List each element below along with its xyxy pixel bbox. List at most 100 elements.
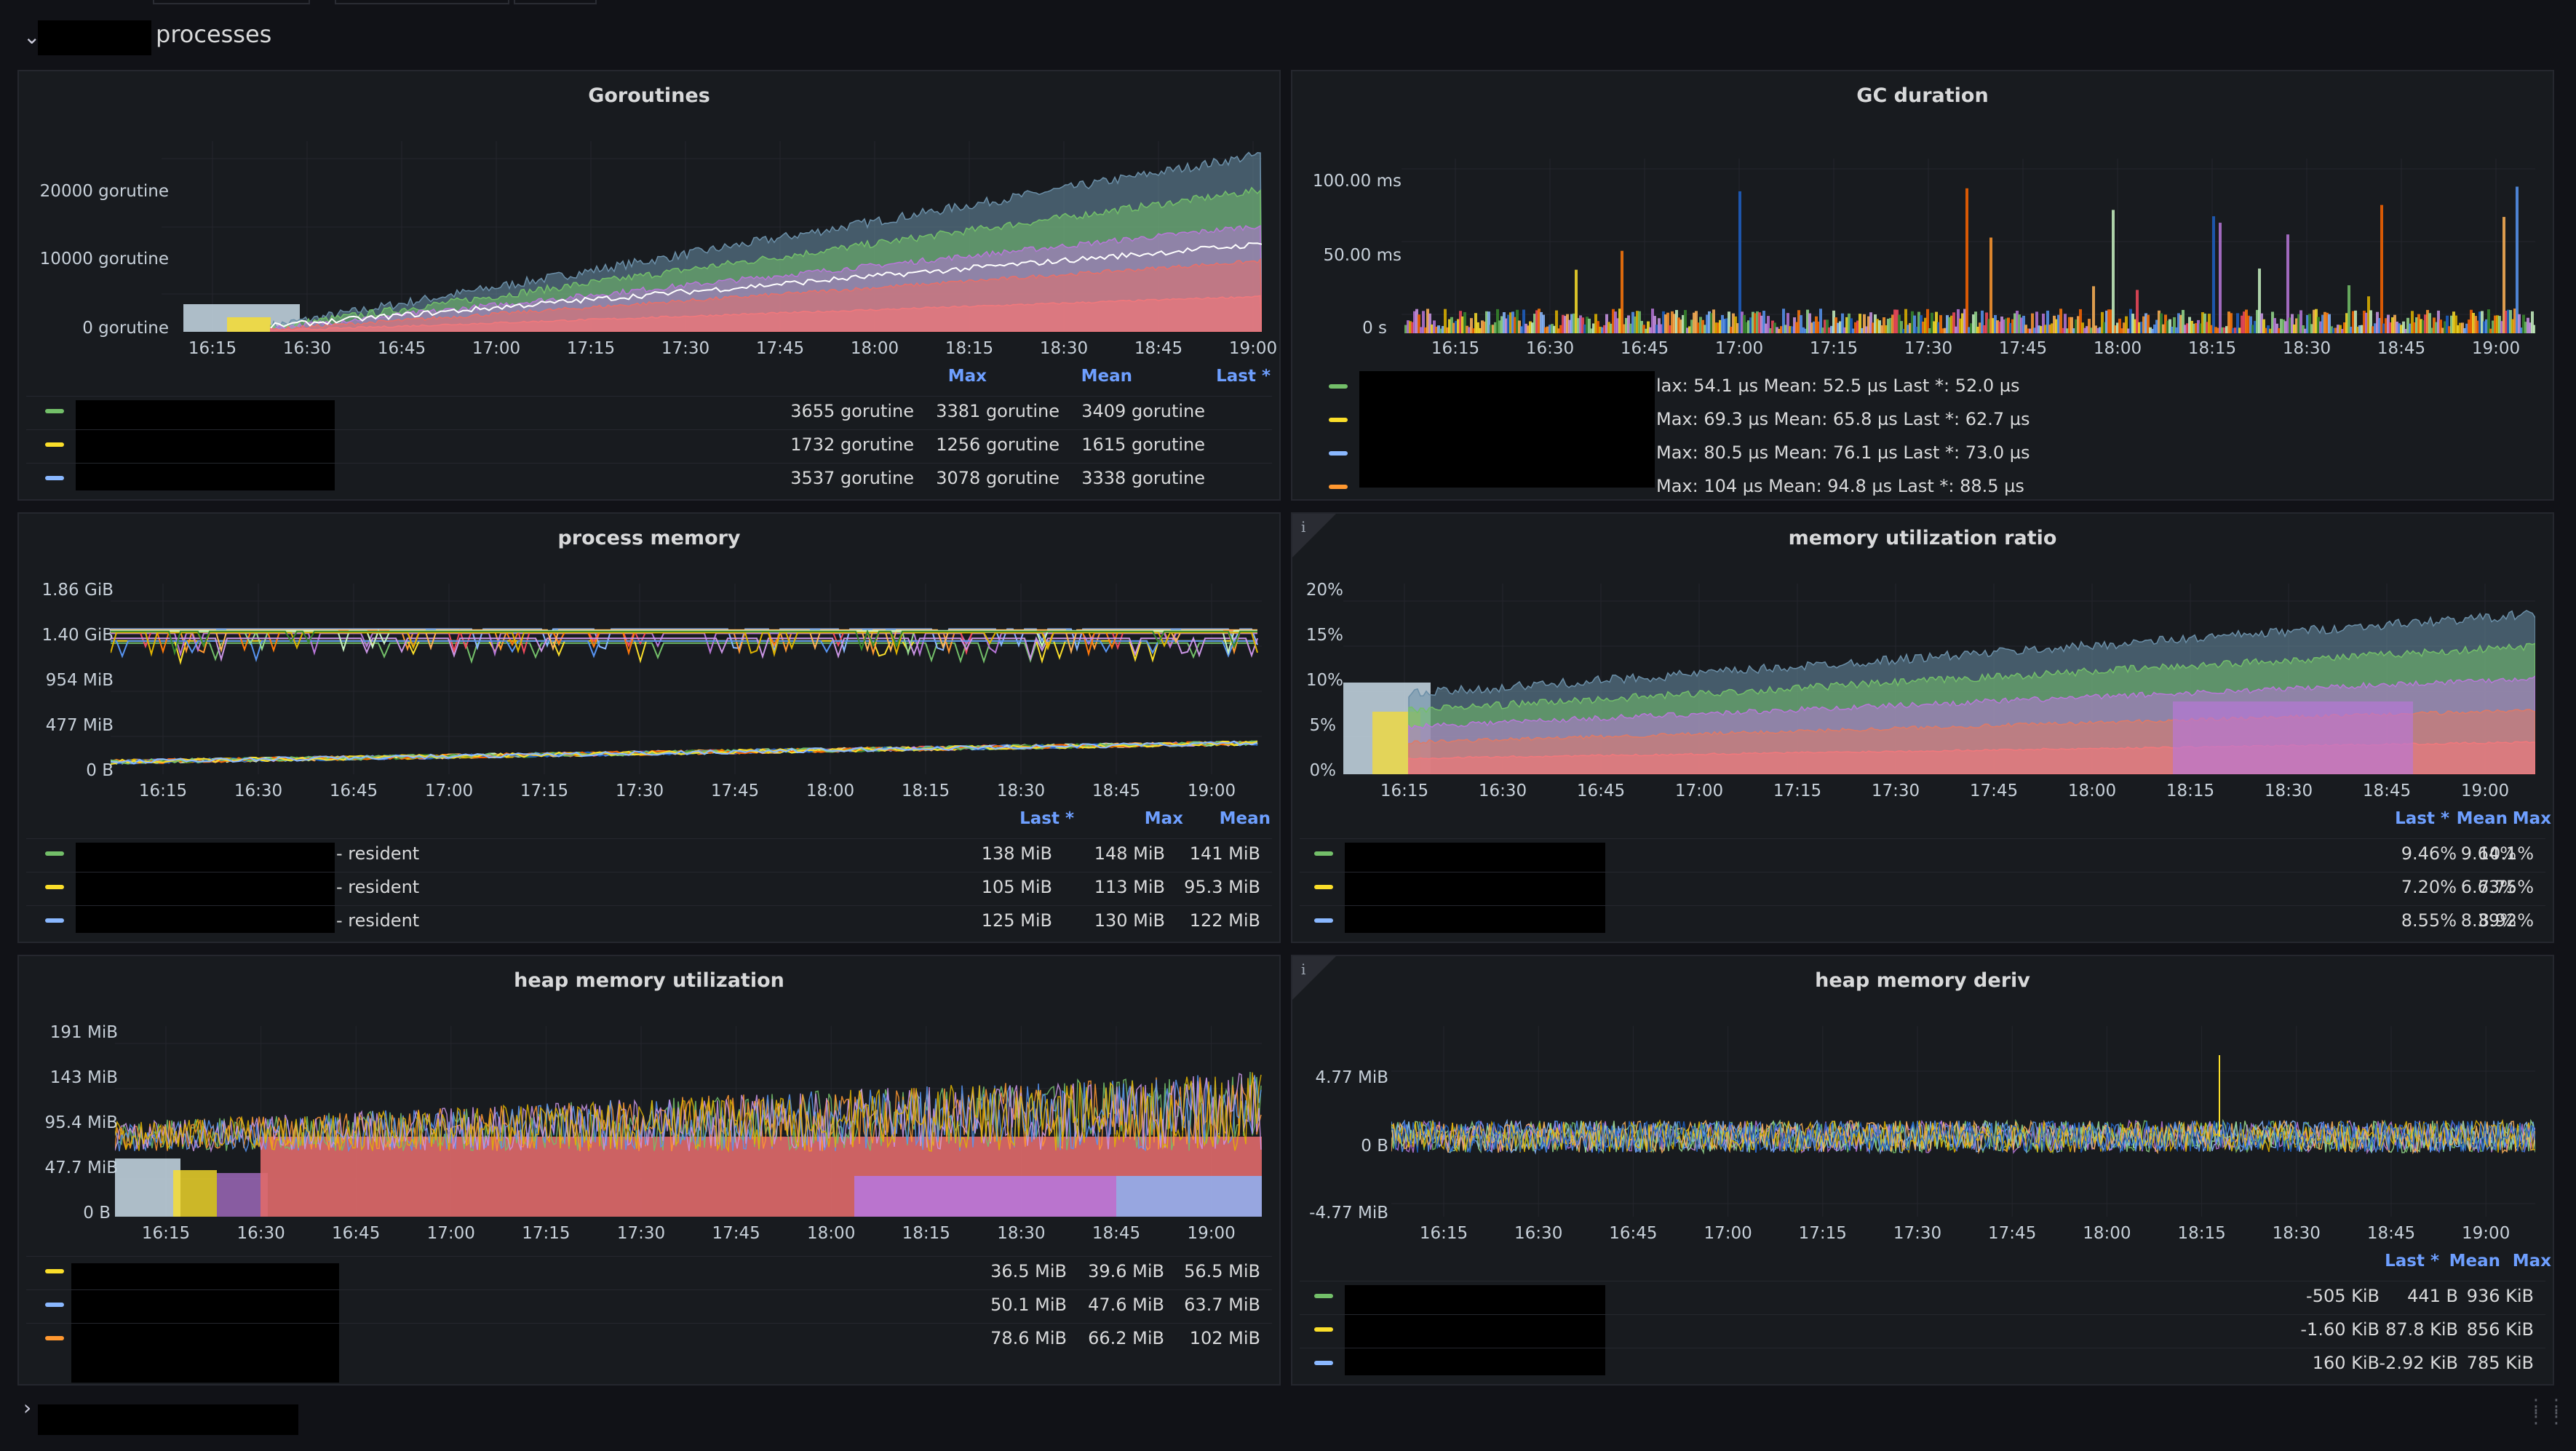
legend-row[interactable] xyxy=(1300,1348,2545,1380)
info-corner[interactable] xyxy=(1292,956,1336,1000)
process-memory-graph[interactable] xyxy=(111,584,1262,774)
info-icon[interactable]: i xyxy=(1301,518,1306,536)
legend-color-swatch[interactable] xyxy=(1329,384,1348,389)
legend-row[interactable] xyxy=(1300,872,2545,905)
x-tick: 18:45 xyxy=(2366,1224,2416,1243)
legend-row[interactable] xyxy=(26,838,1272,871)
panel-process-memory[interactable]: process memory 1.86 GiB 1.40 GiB 954 MiB… xyxy=(17,512,1281,943)
chevron-down-icon[interactable]: ⌄ xyxy=(23,25,41,49)
legend-color-swatch[interactable] xyxy=(1314,918,1333,923)
legend-header-last[interactable]: Last * xyxy=(1019,809,1074,828)
legend-series-text[interactable]: Max: 104 µs Mean: 94.8 µs Last *: 88.5 µ… xyxy=(1656,476,2024,496)
legend-header-last[interactable]: Last * xyxy=(1216,367,1271,386)
legend-color-swatch[interactable] xyxy=(1329,485,1348,489)
legend-value: 7.20% xyxy=(2401,877,2457,897)
info-icon[interactable]: i xyxy=(1301,961,1306,978)
legend-header-max[interactable]: Max xyxy=(1144,809,1183,828)
legend-color-swatch[interactable] xyxy=(45,442,64,447)
legend-color-swatch[interactable] xyxy=(45,1269,64,1273)
heap-deriv-graph[interactable] xyxy=(1391,1026,2535,1217)
legend-row[interactable] xyxy=(26,1256,1272,1289)
x-tick: 18:00 xyxy=(2083,1224,2131,1243)
legend-series-text[interactable]: lax: 54.1 µs Mean: 52.5 µs Last *: 52.0 … xyxy=(1656,375,2020,396)
legend-series-text[interactable]: Max: 69.3 µs Mean: 65.8 µs Last *: 62.7 … xyxy=(1656,409,2030,429)
x-tick: 16:15 xyxy=(188,339,237,358)
legend-row[interactable] xyxy=(1300,1281,2545,1313)
legend-color-swatch[interactable] xyxy=(45,1336,64,1340)
legend-header-mean[interactable]: Mean xyxy=(2456,809,2508,828)
info-corner[interactable] xyxy=(1292,514,1336,557)
legend-row[interactable] xyxy=(26,463,1272,496)
row-header-processes[interactable]: ⌄ processes xyxy=(0,0,2576,73)
redacted-block xyxy=(1345,843,1605,933)
legend-series-label[interactable]: - resident xyxy=(336,910,420,931)
memory-ratio-graph[interactable] xyxy=(1343,584,2535,774)
x-tick: 18:00 xyxy=(2067,782,2117,800)
x-tick: 19:00 xyxy=(1187,782,1236,800)
legend-header-max[interactable]: Max xyxy=(2512,1252,2551,1271)
panel-goroutines[interactable]: Goroutines 20000 gorutine 10000 gorutine… xyxy=(17,70,1281,501)
collapsed-row[interactable]: › xyxy=(0,1383,2576,1451)
legend-value: 50.1 MiB xyxy=(990,1295,1067,1315)
chevron-right-icon[interactable]: › xyxy=(23,1396,32,1420)
legend-header-max[interactable]: Max xyxy=(947,367,987,386)
legend-row[interactable] xyxy=(26,905,1272,938)
legend-value: 125 MiB xyxy=(981,910,1052,931)
drag-handle-icon[interactable]: ⋮⋮ ⋮⋮ xyxy=(2527,1396,2567,1428)
legend-series-label[interactable]: - resident xyxy=(336,877,420,897)
legend-color-swatch[interactable] xyxy=(45,476,64,480)
legend-value: -505 KiB xyxy=(2306,1286,2380,1306)
legend-color-swatch[interactable] xyxy=(1314,885,1333,889)
legend-color-swatch[interactable] xyxy=(45,851,64,856)
legend-header-last[interactable]: Last * xyxy=(2385,1252,2439,1271)
legend-row[interactable] xyxy=(1300,905,2545,938)
legend-series-text[interactable]: Max: 80.5 µs Mean: 76.1 µs Last *: 73.0 … xyxy=(1656,442,2030,463)
legend-row[interactable] xyxy=(26,1289,1272,1322)
x-tick: 18:30 xyxy=(2264,782,2313,800)
legend-color-swatch[interactable] xyxy=(45,885,64,889)
legend-color-swatch[interactable] xyxy=(1314,851,1333,856)
legend-header-mean[interactable]: Mean xyxy=(2449,1252,2500,1271)
legend-color-swatch[interactable] xyxy=(45,409,64,413)
x-tick: 17:30 xyxy=(1871,782,1920,800)
redacted-block xyxy=(38,20,151,55)
legend-row[interactable] xyxy=(26,396,1272,429)
legend-color-swatch[interactable] xyxy=(1314,1294,1333,1298)
legend-color-swatch[interactable] xyxy=(45,1303,64,1307)
legend-row[interactable] xyxy=(1300,1314,2545,1347)
legend-color-swatch[interactable] xyxy=(1314,1361,1333,1365)
legend-header-mean[interactable]: Mean xyxy=(1219,809,1271,828)
legend-row[interactable] xyxy=(1300,838,2545,871)
heap-memory-graph[interactable] xyxy=(115,1026,1262,1217)
x-tick: 16:45 xyxy=(1609,1224,1658,1243)
gc-duration-graph[interactable] xyxy=(1402,159,2535,333)
legend-value: 7.75% xyxy=(2478,877,2534,897)
legend-value: -2.92 KiB xyxy=(2379,1353,2458,1373)
y-tick: 5% xyxy=(1309,716,1337,735)
x-tick: 18:00 xyxy=(2093,339,2142,358)
panel-title: heap memory deriv xyxy=(1815,969,2030,992)
x-tick: 16:45 xyxy=(1620,339,1669,358)
legend-header-max[interactable]: Max xyxy=(2512,809,2551,828)
x-tick: 16:30 xyxy=(1525,339,1575,358)
panel-heap-memory-deriv[interactable]: i heap memory deriv 4.77 MiB 0 B -4.77 M… xyxy=(1291,955,2554,1386)
legend-color-swatch[interactable] xyxy=(1329,418,1348,422)
panel-heap-memory-utilization[interactable]: heap memory utilization 191 MiB 143 MiB … xyxy=(17,955,1281,1386)
legend-color-swatch[interactable] xyxy=(1329,451,1348,456)
x-tick: 17:15 xyxy=(1809,339,1859,358)
legend-row[interactable] xyxy=(26,429,1272,462)
panel-gc-duration[interactable]: GC duration 100.00 ms 50.00 ms 0 s 16:15… xyxy=(1291,70,2554,501)
redacted-block xyxy=(76,400,335,490)
legend-value: 3409 gorutine xyxy=(1081,401,1205,421)
legend-row[interactable] xyxy=(26,1323,1272,1356)
legend-value: 8.92% xyxy=(2478,910,2534,931)
panel-memory-utilization-ratio[interactable]: i memory utilization ratio 20% 15% 10% 5… xyxy=(1291,512,2554,943)
goroutines-graph[interactable] xyxy=(162,141,1262,332)
x-tick: 18:00 xyxy=(850,339,899,358)
legend-header-last[interactable]: Last * xyxy=(2395,809,2449,828)
legend-color-swatch[interactable] xyxy=(1314,1327,1333,1332)
legend-header-mean[interactable]: Mean xyxy=(1081,367,1132,386)
legend-row[interactable] xyxy=(26,872,1272,905)
legend-series-label[interactable]: - resident xyxy=(336,843,420,864)
legend-color-swatch[interactable] xyxy=(45,918,64,923)
